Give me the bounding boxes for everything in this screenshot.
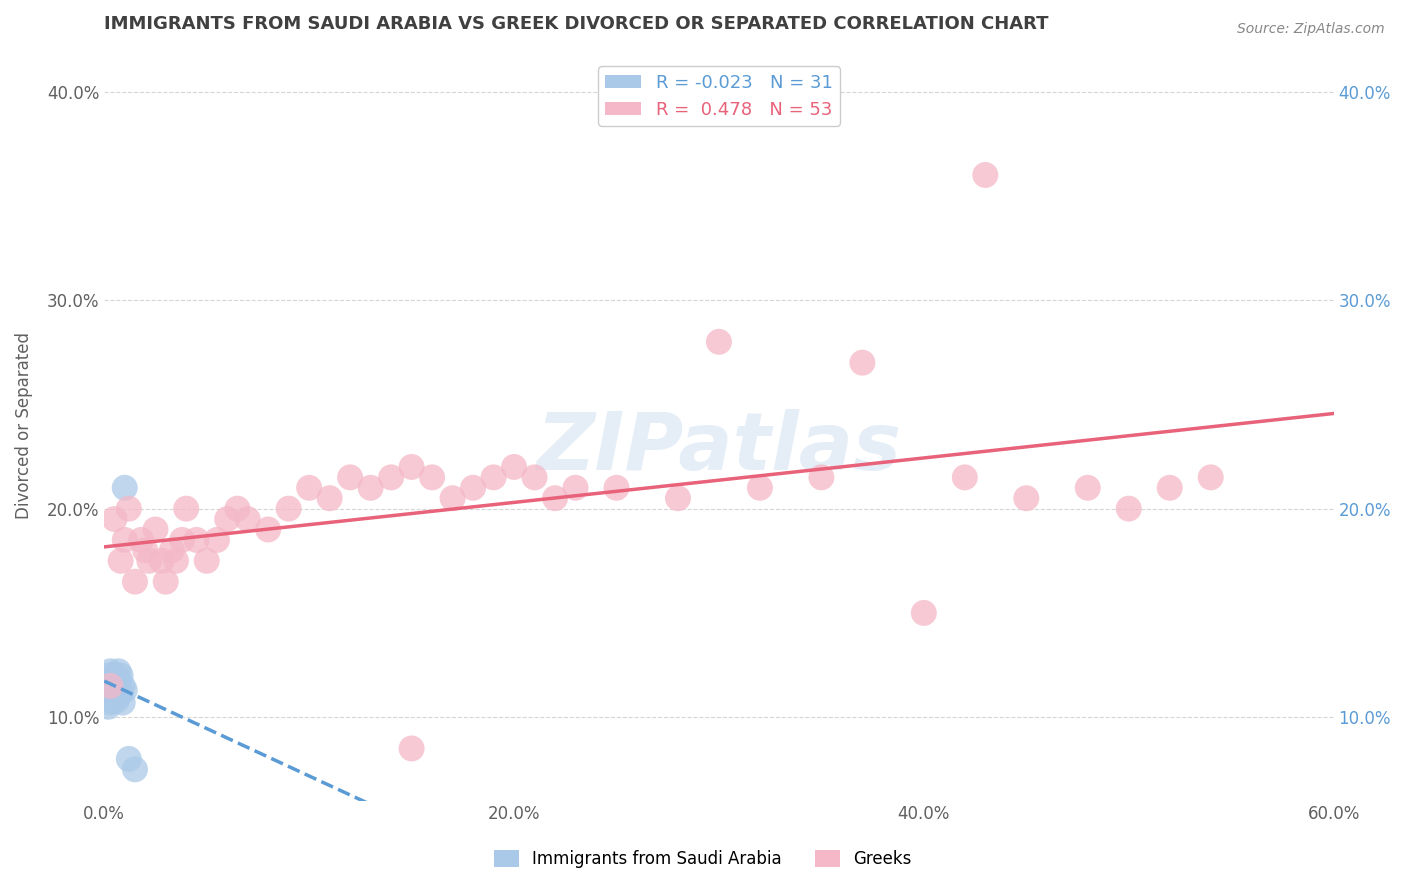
Point (544, 491, 567, 506)
Point (107, 673, 129, 687)
Legend: Immigrants from Saudi Arabia, Greeks: Immigrants from Saudi Arabia, Greeks (488, 843, 918, 875)
Point (523, 470, 546, 484)
Point (114, 481, 136, 495)
Point (851, 356, 873, 370)
Point (111, 679, 134, 693)
Point (118, 752, 141, 766)
Point (172, 533, 194, 547)
Point (96, 690, 118, 704)
Point (100, 696, 122, 710)
Point (105, 679, 128, 693)
Point (174, 501, 197, 516)
Point (105, 693, 128, 707)
Point (129, 533, 152, 547)
Point (1015, 491, 1038, 506)
Point (298, 481, 321, 495)
Point (155, 574, 177, 589)
Point (482, 470, 505, 484)
Point (401, 741, 423, 756)
Point (461, 481, 484, 495)
Legend: R = -0.023   N = 31, R =  0.478   N = 53: R = -0.023 N = 31, R = 0.478 N = 53 (598, 66, 839, 126)
Point (195, 554, 218, 568)
Point (124, 762, 146, 776)
Point (103, 512, 125, 526)
Point (160, 543, 183, 558)
Point (666, 491, 689, 506)
Point (205, 533, 228, 547)
Point (114, 533, 136, 547)
Point (101, 693, 124, 707)
Point (105, 673, 128, 687)
Point (107, 665, 129, 679)
Text: ZIPatlas: ZIPatlas (537, 409, 901, 487)
Point (150, 554, 173, 568)
Text: Source: ZipAtlas.com: Source: ZipAtlas.com (1237, 22, 1385, 37)
Point (1077, 481, 1099, 495)
Point (564, 481, 586, 495)
Point (110, 685, 132, 699)
Y-axis label: Divorced or Separated: Divorced or Separated (15, 332, 32, 519)
Point (605, 481, 627, 495)
Point (103, 690, 125, 704)
Point (380, 470, 402, 484)
Point (1199, 470, 1222, 484)
Point (257, 523, 280, 537)
Point (226, 501, 249, 516)
Point (124, 574, 146, 589)
Point (103, 668, 125, 682)
Point (100, 673, 122, 687)
Point (217, 512, 239, 526)
Point (810, 470, 832, 484)
Point (974, 168, 997, 182)
Point (912, 606, 935, 620)
Point (110, 554, 132, 568)
Point (100, 665, 122, 679)
Point (110, 668, 132, 682)
Point (100, 685, 122, 699)
Point (1159, 481, 1181, 495)
Point (96, 679, 118, 693)
Point (107, 690, 129, 704)
Point (236, 512, 259, 526)
Point (103, 683, 125, 698)
Point (503, 459, 526, 474)
Point (145, 523, 167, 537)
Point (441, 491, 464, 506)
Point (101, 674, 124, 689)
Point (138, 554, 160, 568)
Point (186, 533, 208, 547)
Point (360, 481, 382, 495)
Point (101, 679, 124, 693)
Point (748, 481, 770, 495)
Point (339, 470, 361, 484)
Point (97, 699, 120, 714)
Point (105, 685, 128, 699)
Point (318, 491, 340, 506)
Point (277, 501, 299, 516)
Point (100, 679, 122, 693)
Point (420, 470, 443, 484)
Point (114, 683, 136, 698)
Point (165, 554, 187, 568)
Point (118, 501, 141, 516)
Point (953, 470, 976, 484)
Point (111, 696, 134, 710)
Point (134, 543, 156, 558)
Point (103, 677, 125, 691)
Point (401, 459, 423, 474)
Point (97, 668, 120, 682)
Text: IMMIGRANTS FROM SAUDI ARABIA VS GREEK DIVORCED OR SEPARATED CORRELATION CHART: IMMIGRANTS FROM SAUDI ARABIA VS GREEK DI… (104, 15, 1049, 33)
Point (707, 334, 730, 349)
Point (97, 683, 120, 698)
Point (1118, 501, 1140, 516)
